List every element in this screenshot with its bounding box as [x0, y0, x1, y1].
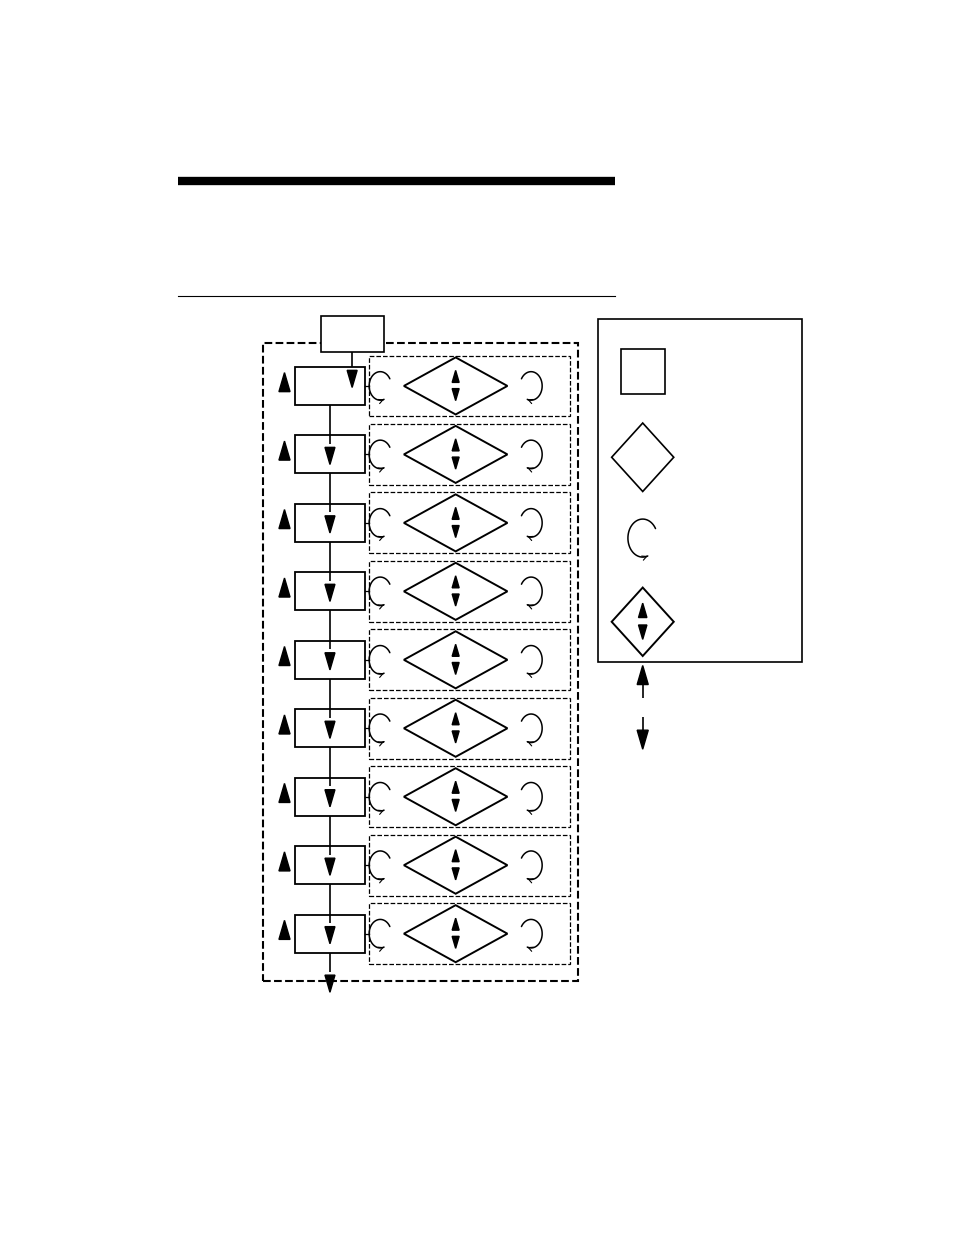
Polygon shape [278, 715, 290, 734]
Polygon shape [403, 836, 507, 894]
Polygon shape [452, 438, 458, 451]
Bar [369, 630, 570, 690]
Polygon shape [325, 858, 335, 876]
Polygon shape [278, 852, 290, 871]
Polygon shape [325, 721, 335, 739]
Polygon shape [325, 926, 335, 944]
Bar [294, 846, 365, 884]
Bar [619, 348, 664, 394]
Polygon shape [452, 370, 458, 383]
Bar [294, 915, 365, 952]
Bar [294, 436, 365, 473]
Polygon shape [452, 576, 458, 588]
Polygon shape [452, 918, 458, 930]
Polygon shape [452, 389, 458, 400]
Polygon shape [325, 653, 335, 669]
Polygon shape [452, 594, 458, 606]
Polygon shape [638, 603, 646, 618]
Polygon shape [278, 441, 290, 461]
Bar [294, 504, 365, 542]
Polygon shape [325, 584, 335, 601]
Bar [294, 778, 365, 816]
Polygon shape [278, 646, 290, 666]
Polygon shape [452, 526, 458, 537]
Polygon shape [452, 457, 458, 469]
Polygon shape [452, 936, 458, 948]
Bar [598, 320, 801, 662]
Polygon shape [325, 516, 335, 534]
Bar [369, 835, 570, 895]
Bar [369, 698, 570, 758]
Polygon shape [278, 373, 290, 391]
Polygon shape [452, 662, 458, 674]
Polygon shape [403, 631, 507, 688]
Bar [294, 709, 365, 747]
Polygon shape [638, 625, 646, 640]
Polygon shape [278, 920, 290, 940]
Polygon shape [403, 768, 507, 825]
Bar [294, 572, 365, 610]
Bar [369, 356, 570, 416]
Polygon shape [325, 976, 335, 992]
Bar [369, 561, 570, 621]
Bar [369, 903, 570, 965]
Polygon shape [278, 578, 290, 597]
Polygon shape [325, 789, 335, 806]
Bar [294, 367, 365, 405]
Polygon shape [403, 700, 507, 757]
Polygon shape [325, 447, 335, 464]
Polygon shape [403, 357, 507, 415]
Bar [369, 766, 570, 827]
Bar [369, 493, 570, 553]
Polygon shape [452, 850, 458, 862]
Polygon shape [403, 905, 507, 962]
Polygon shape [452, 508, 458, 520]
Polygon shape [278, 783, 290, 803]
Polygon shape [611, 424, 673, 492]
Polygon shape [347, 370, 356, 388]
Polygon shape [403, 494, 507, 551]
Polygon shape [278, 510, 290, 529]
Bar [294, 641, 365, 679]
Polygon shape [637, 730, 648, 750]
Polygon shape [637, 666, 648, 684]
Polygon shape [452, 868, 458, 879]
Bar [369, 424, 570, 485]
Polygon shape [403, 426, 507, 483]
Polygon shape [452, 782, 458, 793]
Polygon shape [452, 799, 458, 811]
Polygon shape [403, 563, 507, 620]
Polygon shape [452, 645, 458, 656]
Bar [320, 316, 383, 352]
Polygon shape [452, 731, 458, 743]
Bar [263, 343, 577, 982]
Polygon shape [452, 713, 458, 725]
Polygon shape [611, 588, 673, 656]
